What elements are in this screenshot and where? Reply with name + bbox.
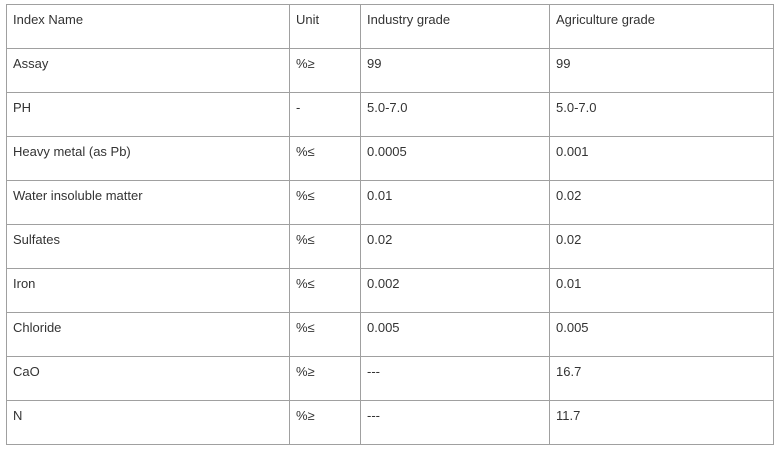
table-cell: 0.0005 xyxy=(360,136,550,181)
table-body: Index Name Unit Industry grade Agriculture … xyxy=(6,4,774,445)
table-cell: 0.001 xyxy=(549,136,774,181)
spec-table: Index Name Unit Industry grade Agriculture … xyxy=(6,4,774,445)
table-row: PH -5.0-7.0 5.0-7.0 xyxy=(6,92,774,137)
table-cell: %≥ xyxy=(289,356,361,401)
table-cell: 0.005 xyxy=(360,312,550,357)
table-cell: --- xyxy=(360,356,550,401)
table-cell: Heavy metal (as Pb) xyxy=(6,136,290,181)
table-cell: 5.0-7.0 xyxy=(360,92,550,137)
header-cell: Agriculture grade xyxy=(549,4,774,49)
table-container: Index Name Unit Industry grade Agriculture … xyxy=(6,4,774,445)
table-cell: Chloride xyxy=(6,312,290,357)
table-cell: --- xyxy=(360,400,550,445)
table-row: Iron %≤ 0.002 0.01 xyxy=(6,268,774,313)
table-cell: Water insoluble matter xyxy=(6,180,290,225)
table-cell: N xyxy=(6,400,290,445)
table-row: Chloride %≤ 0.005 0.005 xyxy=(6,312,774,357)
table-cell: %≤ xyxy=(289,224,361,269)
table-cell: 0.02 xyxy=(360,224,550,269)
table-cell: 0.01 xyxy=(549,268,774,313)
table-cell: 0.005 xyxy=(549,312,774,357)
table-cell: 99 xyxy=(360,48,550,93)
table-cell: %≤ xyxy=(289,180,361,225)
table-cell: Sulfates xyxy=(6,224,290,269)
table-cell: 11.7 xyxy=(549,400,774,445)
table-cell: Iron xyxy=(6,268,290,313)
header-cell: Unit xyxy=(289,4,361,49)
table-cell: 99 xyxy=(549,48,774,93)
table-cell: %≤ xyxy=(289,136,361,181)
table-row: Sulfates %≤ 0.02 0.02 xyxy=(6,224,774,269)
table-cell: 16.7 xyxy=(549,356,774,401)
table-cell: %≤ xyxy=(289,268,361,313)
table-cell: %≤ xyxy=(289,312,361,357)
header-cell: Industry grade xyxy=(360,4,550,49)
table-cell: Assay xyxy=(6,48,290,93)
table-row: Heavy metal (as Pb) %≤ 0.0005 0.001 xyxy=(6,136,774,181)
table-cell: 0.002 xyxy=(360,268,550,313)
table-cell: CaO xyxy=(6,356,290,401)
table-cell: %≥ xyxy=(289,48,361,93)
header-row: Index Name Unit Industry grade Agriculture … xyxy=(6,4,774,49)
table-cell: 0.01 xyxy=(360,180,550,225)
table-cell: - xyxy=(289,92,361,137)
table-cell: 5.0-7.0 xyxy=(549,92,774,137)
table-row: CaO %≥ --- 16.7 xyxy=(6,356,774,401)
table-row: N %≥ --- 11.7 xyxy=(6,400,774,445)
table-cell: 0.02 xyxy=(549,180,774,225)
table-cell: PH xyxy=(6,92,290,137)
table-row: Assay %≥ 99 99 xyxy=(6,48,774,93)
table-cell: 0.02 xyxy=(549,224,774,269)
table-cell: %≥ xyxy=(289,400,361,445)
table-row: Water insoluble matter %≤ 0.01 0.02 xyxy=(6,180,774,225)
header-cell: Index Name xyxy=(6,4,290,49)
